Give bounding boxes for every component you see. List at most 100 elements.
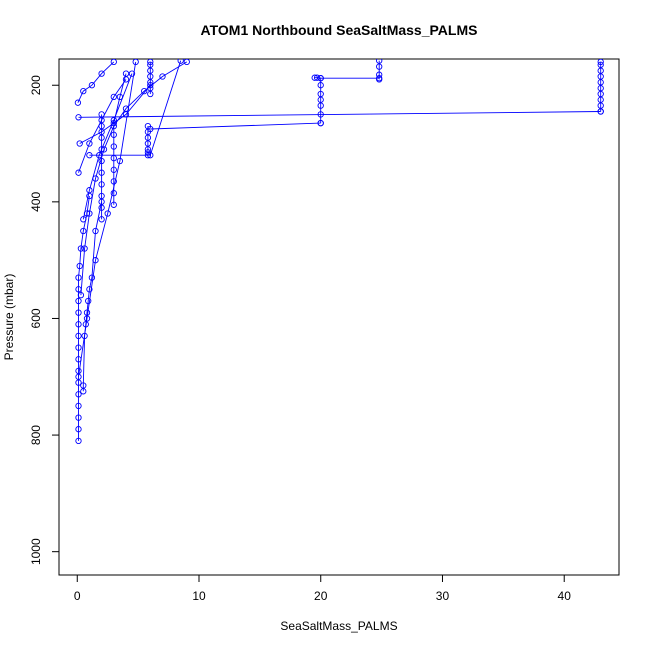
data-point	[317, 82, 324, 89]
data-point	[85, 297, 92, 305]
data-point	[98, 128, 105, 136]
data-point	[75, 391, 82, 398]
data-point	[376, 59, 383, 64]
data-point	[147, 67, 154, 74]
y-tick-label: 800	[29, 425, 43, 445]
data-point	[110, 178, 117, 185]
x-tick-label: 0	[74, 589, 81, 603]
data-point	[110, 201, 117, 208]
data-point	[128, 70, 136, 77]
data-point	[80, 87, 87, 95]
data-point	[317, 102, 324, 109]
data-point	[75, 169, 82, 176]
data-point	[98, 204, 105, 211]
series-line	[78, 111, 601, 118]
data-point	[177, 59, 184, 64]
data-point	[75, 367, 82, 375]
series-line	[80, 61, 188, 296]
data-point	[110, 189, 117, 197]
series-group	[74, 59, 604, 445]
data-point	[376, 75, 383, 82]
data-point	[75, 332, 82, 340]
data-point	[311, 74, 318, 81]
data-point	[80, 382, 87, 389]
data-point	[110, 122, 117, 130]
data-point	[98, 70, 105, 77]
series-line	[78, 61, 137, 377]
y-tick-label: 600	[29, 308, 43, 328]
data-point	[75, 309, 82, 316]
data-point	[597, 59, 604, 66]
x-axis-label: SeaSaltMass_PALMS	[280, 619, 397, 633]
data-point	[116, 157, 124, 165]
data-point	[88, 274, 96, 281]
data-point	[75, 344, 82, 351]
data-point	[147, 125, 154, 133]
data-point	[159, 73, 166, 80]
data-point	[597, 85, 604, 92]
y-axis-label: Pressure (mbar)	[2, 274, 16, 361]
data-point	[92, 175, 99, 182]
data-point	[110, 143, 117, 150]
y-axis: 200 400 600 800 1000	[29, 75, 60, 565]
data-point	[77, 245, 85, 252]
data-point	[122, 76, 130, 83]
data-point	[147, 82, 154, 89]
data-point	[81, 245, 88, 252]
series-line	[77, 61, 115, 103]
data-point	[132, 59, 139, 66]
data-point	[74, 99, 82, 106]
data-point	[86, 210, 93, 217]
series-line	[82, 201, 103, 392]
data-point	[110, 59, 117, 66]
data-point	[86, 152, 93, 159]
data-point	[376, 63, 383, 70]
x-axis: 0 10 20 30 40	[74, 574, 571, 603]
data-point	[100, 146, 108, 153]
data-point	[86, 187, 93, 194]
data-point	[76, 262, 83, 270]
data-point	[75, 373, 82, 380]
data-point	[75, 402, 82, 410]
data-point	[110, 166, 117, 173]
data-point	[83, 309, 91, 316]
data-point	[376, 71, 383, 78]
x-tick-label: 30	[436, 589, 450, 603]
y-tick-label: 200	[29, 75, 43, 95]
data-point	[98, 169, 105, 176]
data-point	[75, 414, 82, 421]
data-point	[110, 131, 117, 138]
data-point	[317, 75, 324, 82]
data-point	[147, 59, 154, 66]
series-line	[89, 60, 182, 156]
data-point	[98, 117, 105, 124]
data-point	[122, 105, 130, 112]
data-point	[313, 74, 321, 81]
y-tick-label: 1000	[29, 538, 43, 565]
data-point	[75, 297, 82, 305]
data-point	[75, 321, 82, 328]
data-point	[144, 146, 152, 153]
data-point	[141, 87, 148, 95]
data-point	[80, 216, 87, 223]
data-point	[75, 437, 82, 445]
data-point	[75, 426, 82, 433]
data-point	[104, 210, 111, 217]
data-point	[75, 274, 82, 281]
data-point	[86, 140, 93, 147]
series-line	[79, 84, 151, 144]
plot-frame	[58, 58, 620, 576]
data-point	[147, 152, 154, 159]
data-point	[597, 67, 604, 74]
data-point	[110, 117, 117, 124]
data-point	[317, 119, 324, 127]
x-tick-label: 10	[192, 589, 206, 603]
data-point	[147, 61, 154, 68]
data-point	[83, 315, 91, 322]
data-point	[110, 93, 117, 101]
x-tick-label: 20	[314, 589, 328, 603]
data-point	[92, 227, 99, 235]
series-line	[78, 79, 127, 173]
chart-title: ATOM1 Northbound SeaSaltMass_PALMS	[201, 22, 478, 38]
